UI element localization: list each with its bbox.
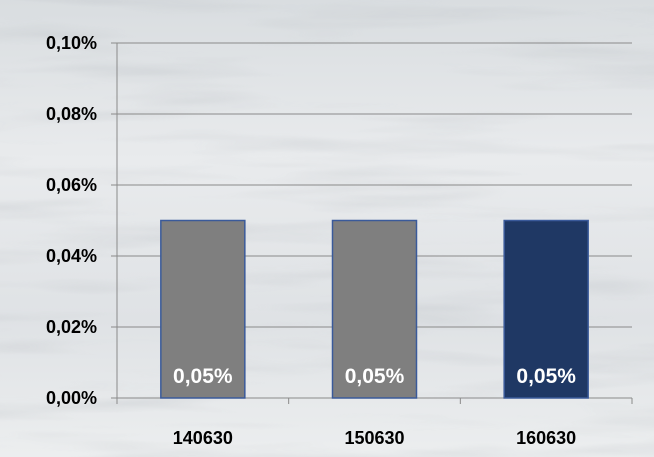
x-category-label: 160630 (516, 428, 576, 448)
y-tick-label: 0,02% (46, 317, 97, 337)
bar (331, 219, 418, 399)
data-label: 0,05% (345, 365, 405, 388)
x-category-label: 140630 (173, 428, 233, 448)
bar (160, 219, 246, 399)
y-tick-label: 0,10% (46, 33, 97, 53)
labels: 0,00% 0,02% 0,04% 0,06% 0,08% 0,10% 0,05% 14063… (46, 33, 576, 448)
y-tick-label: 0,06% (46, 175, 97, 195)
x-category-label: 150630 (344, 428, 404, 448)
bar (503, 219, 589, 399)
bars (160, 219, 589, 399)
data-label: 0,05% (173, 365, 233, 388)
data-label: 0,05% (516, 365, 576, 388)
y-tick-label: 0,08% (46, 104, 97, 124)
y-tick-label: 0,04% (46, 246, 97, 266)
y-tick-label: 0,00% (46, 388, 97, 408)
